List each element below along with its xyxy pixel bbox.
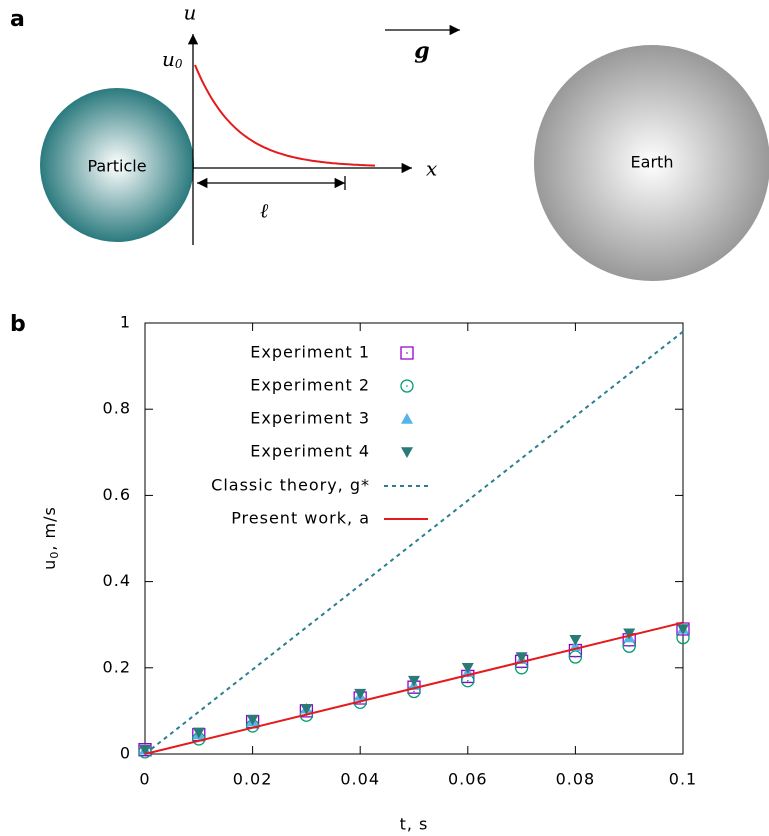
legend-marker	[401, 380, 413, 392]
panel-label: a	[10, 7, 25, 32]
y-tick-label: 1	[120, 313, 131, 332]
legend-label: Experiment 2	[250, 376, 370, 395]
y-tick-label: 0.4	[103, 571, 131, 590]
legend-label: Classic theory, g*	[211, 476, 370, 495]
x-tick-label: 0.08	[556, 770, 596, 789]
earth-label: Earth	[631, 153, 674, 172]
x-tick-label: 0.02	[233, 770, 273, 789]
u-axis-label: u	[184, 1, 197, 25]
y-tick-label: 0	[120, 744, 131, 763]
length-label: ℓ	[260, 199, 269, 223]
x-tick-label: 0.06	[448, 770, 488, 789]
legend-label: Present work, a	[231, 509, 370, 528]
y-tick-label: 0.6	[103, 485, 131, 504]
series-line	[145, 623, 683, 754]
series-line	[145, 332, 683, 754]
u0-base: u	[162, 47, 175, 71]
particle-label: Particle	[87, 157, 146, 176]
y-tick-label: 0.8	[103, 399, 131, 418]
u0-label: u0	[162, 47, 183, 71]
panel-label: b	[10, 312, 26, 337]
data-point	[462, 663, 474, 674]
legend-marker	[401, 347, 413, 359]
gravity-label: g	[414, 38, 429, 64]
y-axis-label: u0, m/s	[40, 506, 62, 570]
x-tick-label: 0.04	[340, 770, 380, 789]
decay-curve	[195, 65, 375, 166]
legend-label: Experiment 1	[250, 343, 370, 362]
legend-label: Experiment 4	[250, 442, 370, 461]
x-tick-label: 0	[139, 770, 150, 789]
x-tick-label: 0.1	[669, 770, 697, 789]
y-label-sub: 0	[48, 551, 61, 559]
y-label-base: u	[40, 559, 59, 570]
legend-label: Experiment 3	[250, 409, 370, 428]
y-tick-label: 0.2	[103, 657, 131, 676]
x-axis-label: t, s	[400, 815, 429, 834]
u0-sub: 0	[175, 57, 183, 71]
legend-marker	[401, 413, 413, 424]
figure: a Particle Earth u x u0 ℓ g b t, s u0, m…	[0, 0, 769, 836]
legend-marker	[401, 447, 413, 458]
y-label-rest: , m/s	[40, 506, 59, 550]
x-axis-label: x	[426, 157, 437, 181]
